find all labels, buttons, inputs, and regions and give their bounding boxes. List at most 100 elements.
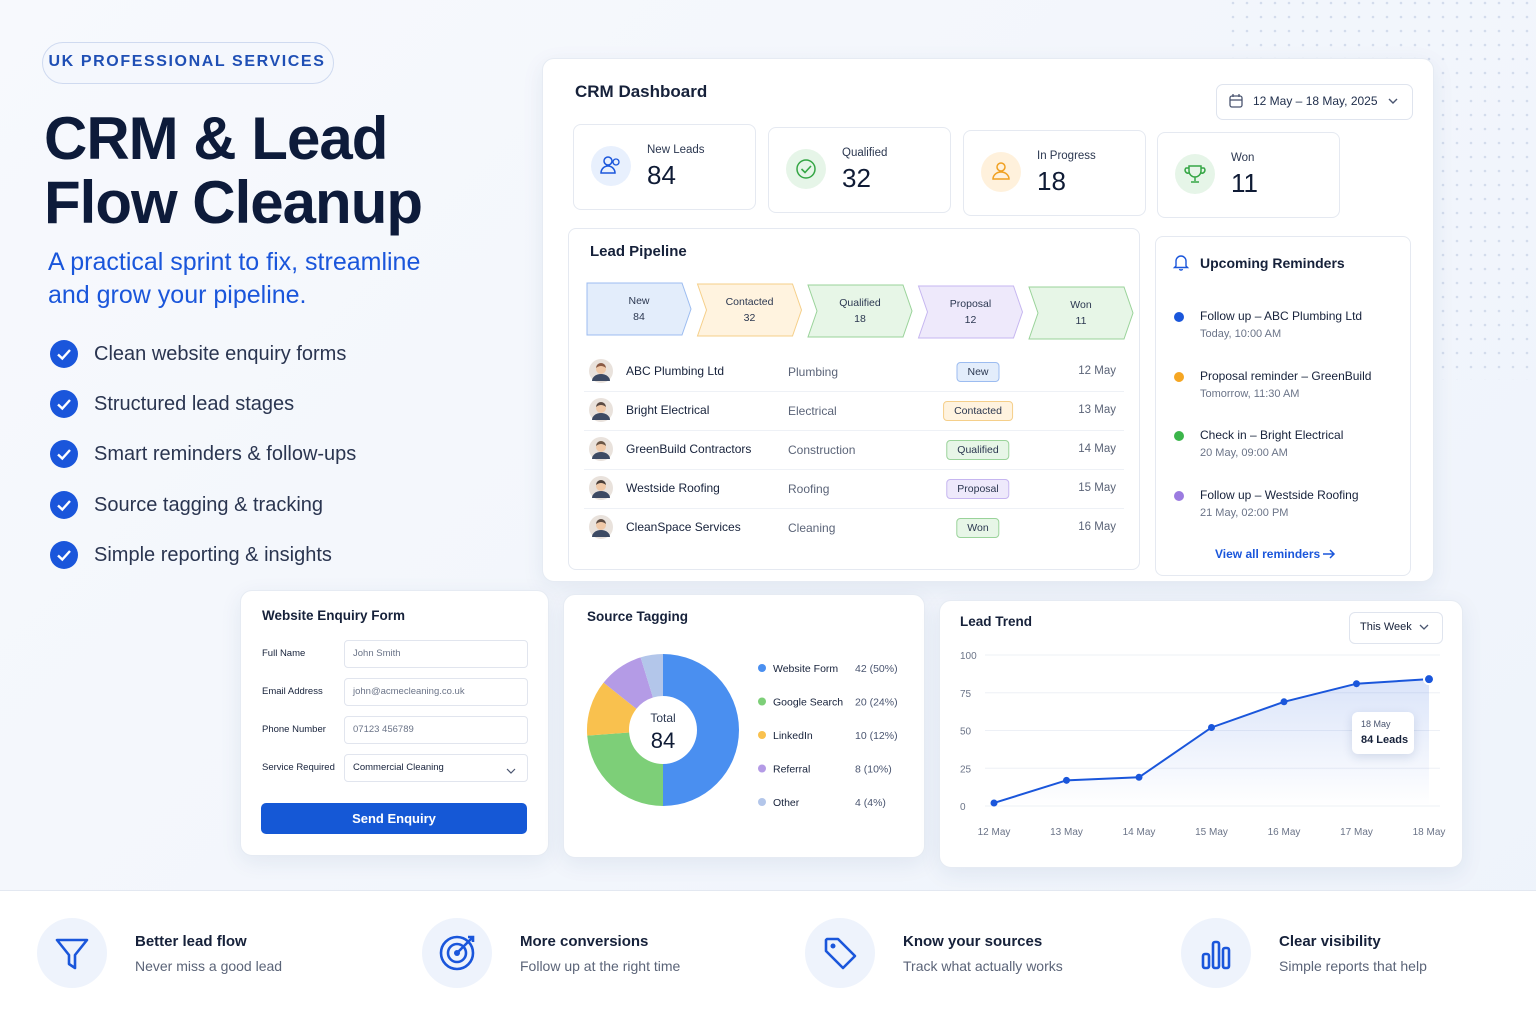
- trend-point: [1208, 723, 1215, 731]
- stat-icon: [1175, 154, 1215, 194]
- benefit-title: More conversions: [520, 933, 649, 950]
- stat-value: 32: [842, 163, 871, 193]
- date-picker[interactable]: [1216, 84, 1413, 120]
- send-button[interactable]: [261, 803, 527, 834]
- benefits-band: [0, 890, 1536, 1024]
- check-icon: [50, 540, 78, 569]
- hero-subtitle: and grow your pipeline.: [48, 281, 307, 309]
- send-button-label[interactable]: Send Enquiry: [352, 811, 436, 826]
- feature-text: Smart reminders & follow-ups: [94, 443, 357, 466]
- dashboard-title: CRM Dashboard: [575, 82, 708, 101]
- x-tick-label: 15 May: [1195, 827, 1228, 838]
- stat-icon-glyph: [591, 146, 631, 186]
- chart-title: Lead Trend: [960, 614, 1033, 629]
- period-select[interactable]: [1349, 612, 1443, 644]
- benefit-title: Better lead flow: [135, 933, 247, 950]
- bell-icon: [1172, 255, 1190, 271]
- lead-name: ABC Plumbing Ltd: [626, 364, 725, 378]
- avatar-glyph: [589, 398, 613, 422]
- field-input[interactable]: [344, 678, 528, 706]
- feature-text: Simple reporting & insights: [94, 543, 332, 566]
- lead-sector: Electrical: [788, 404, 837, 418]
- avatar-glyph: [589, 437, 613, 461]
- enquiry-title: Website Enquiry Form: [262, 608, 406, 623]
- field-label: Email Address: [262, 686, 323, 697]
- reminders-title: Upcoming Reminders: [1200, 255, 1345, 271]
- x-tick-label: 12 May: [978, 827, 1011, 838]
- reminders-card: [1155, 236, 1411, 576]
- lead-status: Contacted: [943, 401, 1013, 421]
- benefit-icon-glyph: [1181, 918, 1251, 988]
- donut-slice: [587, 682, 637, 736]
- y-tick-label: 50: [960, 727, 972, 738]
- check-icon-glyph: [50, 540, 78, 569]
- benefit-icon-glyph: [37, 918, 107, 988]
- benefit-title: Clear visibility: [1279, 933, 1381, 950]
- lead-date: 14 May: [1078, 443, 1116, 455]
- benefit-icon-glyph: [422, 918, 492, 988]
- check-icon-glyph: [50, 440, 78, 469]
- stage-name: Proposal: [949, 298, 992, 310]
- hero-subtitle: A practical sprint to fix, streamline: [48, 248, 421, 276]
- y-tick-label: 75: [960, 689, 972, 700]
- trend-point: [1135, 773, 1143, 781]
- check-icon: [50, 490, 78, 519]
- field-input[interactable]: [344, 716, 528, 744]
- stat-icon: [786, 149, 826, 189]
- legend-swatch: [758, 764, 766, 773]
- lead-name: Bright Electrical: [626, 403, 710, 417]
- reminder-dot: [1174, 431, 1184, 441]
- reminders-link[interactable]: View all reminders: [1215, 547, 1321, 561]
- stage-name: New: [628, 295, 650, 307]
- check-icon-glyph: [50, 390, 78, 419]
- reminder-time: Today, 10:00 AM: [1200, 328, 1282, 340]
- avatar-glyph: [589, 359, 613, 383]
- legend-label: Other: [773, 797, 800, 809]
- field-input[interactable]: [344, 640, 528, 668]
- arrow-icon: [1323, 549, 1336, 559]
- chart-title: Source Tagging: [587, 609, 689, 624]
- legend-label: Website Form: [773, 663, 838, 675]
- row-divider: [584, 391, 1124, 392]
- stat-icon-glyph: [981, 152, 1021, 192]
- check-icon-glyph: [50, 340, 78, 368]
- avatar: [589, 437, 613, 461]
- badge: [42, 42, 334, 84]
- calendar-icon: [1229, 94, 1243, 108]
- select-chevron-glyph: [506, 768, 516, 774]
- stat-label: New Leads: [647, 144, 705, 156]
- stage-chevron: [1028, 286, 1134, 340]
- benefit-icon: [37, 918, 107, 988]
- field-input[interactable]: [344, 754, 528, 782]
- x-tick-label: 17 May: [1340, 827, 1373, 838]
- hero-title: CRM & Lead: [44, 105, 388, 172]
- row-divider: [584, 430, 1124, 431]
- legend-swatch: [758, 664, 766, 672]
- y-tick-label: 25: [960, 764, 972, 775]
- lead-date: 13 May: [1078, 404, 1116, 416]
- legend-value: 42 (50%): [855, 663, 898, 675]
- donut-center-value: 84: [651, 728, 675, 753]
- benefit-icon: [1181, 918, 1251, 988]
- donut-center-label: Total: [650, 711, 675, 725]
- chevron-icon: [1388, 98, 1398, 104]
- stage-chevron: [696, 283, 803, 337]
- stat-label: Won: [1231, 152, 1255, 164]
- feature-text: Structured lead stages: [94, 393, 295, 416]
- tooltip-date: 18 May: [1361, 719, 1391, 729]
- tooltip-text: 84 Leads: [1361, 734, 1409, 746]
- benefit-text: Follow up at the right time: [520, 958, 681, 974]
- benefit-icon: [422, 918, 492, 988]
- check-icon: [50, 340, 78, 368]
- period-label[interactable]: This Week: [1360, 621, 1412, 633]
- legend-label: LinkedIn: [773, 730, 813, 742]
- legend-label: Google Search: [773, 697, 843, 709]
- reminder-dot: [1174, 490, 1184, 501]
- field-value: John Smith: [353, 648, 401, 659]
- field-value: john@acmecleaning.co.uk: [353, 686, 465, 697]
- stat-icon: [981, 152, 1021, 192]
- reminder-title: Check in – Bright Electrical: [1200, 428, 1344, 442]
- benefit-text: Never miss a good lead: [135, 958, 283, 974]
- stage-chevron: [586, 282, 692, 336]
